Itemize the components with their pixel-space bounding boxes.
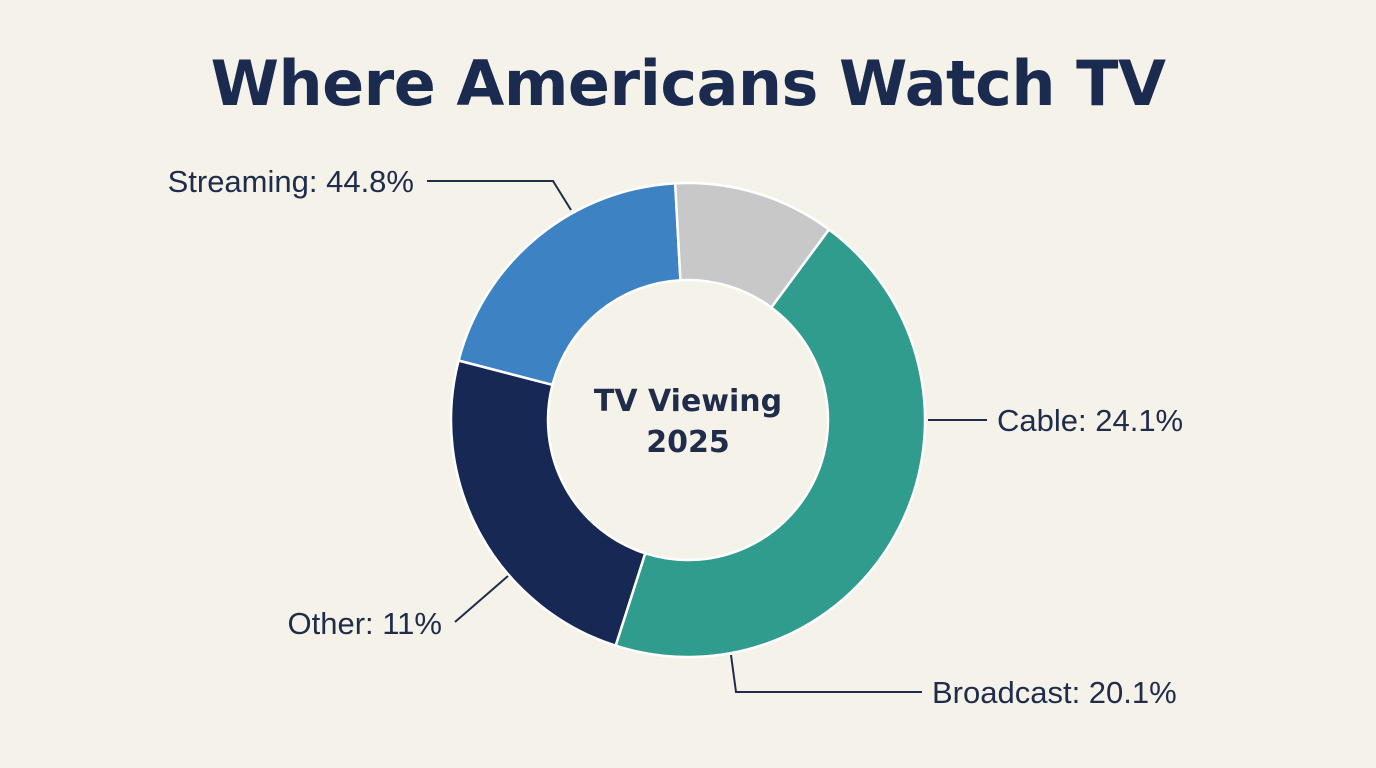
slice-label-broadcast: Broadcast: 20.1%	[932, 675, 1177, 710]
slice-label-streaming: Streaming: 44.8%	[168, 164, 414, 199]
slice-streaming	[614, 228, 927, 659]
slice-other	[673, 181, 831, 309]
leader-line-streaming	[427, 180, 572, 211]
leader-line-broadcast	[730, 654, 922, 693]
leader-line-other	[454, 575, 509, 623]
chart-title: Where Americans Watch TV	[210, 47, 1166, 120]
center-label-line-2: 2025	[646, 425, 730, 460]
slice-label-cable: Cable: 24.1%	[997, 403, 1183, 438]
slice-label-other: Other: 11%	[287, 606, 442, 641]
center-label-line-1: TV Viewing	[594, 384, 782, 419]
slice-broadcast	[457, 182, 682, 387]
slice-cable	[449, 359, 647, 647]
